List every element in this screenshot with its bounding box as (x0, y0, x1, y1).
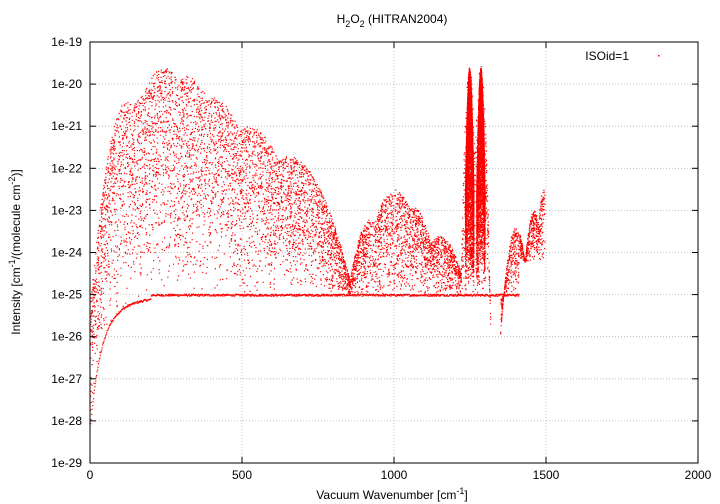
y-axis-label: Intensity [cm-1/(molecule cm-2)] (7, 169, 23, 334)
y-tick-label: 1e-26 (51, 330, 82, 344)
axis-ticks: 0 500 1000 1500 2000 1e-29 1e-28 1e-27 1e-26 1e-2… (51, 35, 711, 482)
y-tick-label: 1e-28 (51, 414, 82, 428)
chart-title: H2O2 (HITRAN2004) (337, 12, 448, 29)
y-tick-label: 1e-22 (51, 161, 82, 175)
legend: ISOid=1 (585, 49, 660, 63)
x-tick-label: 2000 (685, 468, 712, 482)
y-tick-label: 1e-19 (51, 35, 82, 49)
y-tick-label: 1e-27 (51, 372, 82, 386)
grid (90, 42, 698, 463)
y-tick-label: 1e-23 (51, 203, 82, 217)
x-tick-label: 1500 (533, 468, 560, 482)
y-tick-label: 1e-21 (51, 119, 82, 133)
y-tick-label: 1e-24 (51, 246, 82, 260)
x-axis-label: Vacuum Wavenumber [cm-1] (316, 486, 467, 502)
x-tick-label: 1000 (381, 468, 408, 482)
x-tick-label: 0 (87, 468, 94, 482)
spectral-lines (90, 66, 546, 425)
data-points (90, 66, 546, 425)
y-tick-label: 1e-29 (51, 456, 82, 470)
y-tick-label: 1e-20 (51, 77, 82, 91)
y-tick-label: 1e-25 (51, 288, 82, 302)
legend-label: ISOid=1 (585, 49, 629, 63)
x-tick-label: 500 (232, 468, 252, 482)
legend-marker (658, 55, 660, 57)
